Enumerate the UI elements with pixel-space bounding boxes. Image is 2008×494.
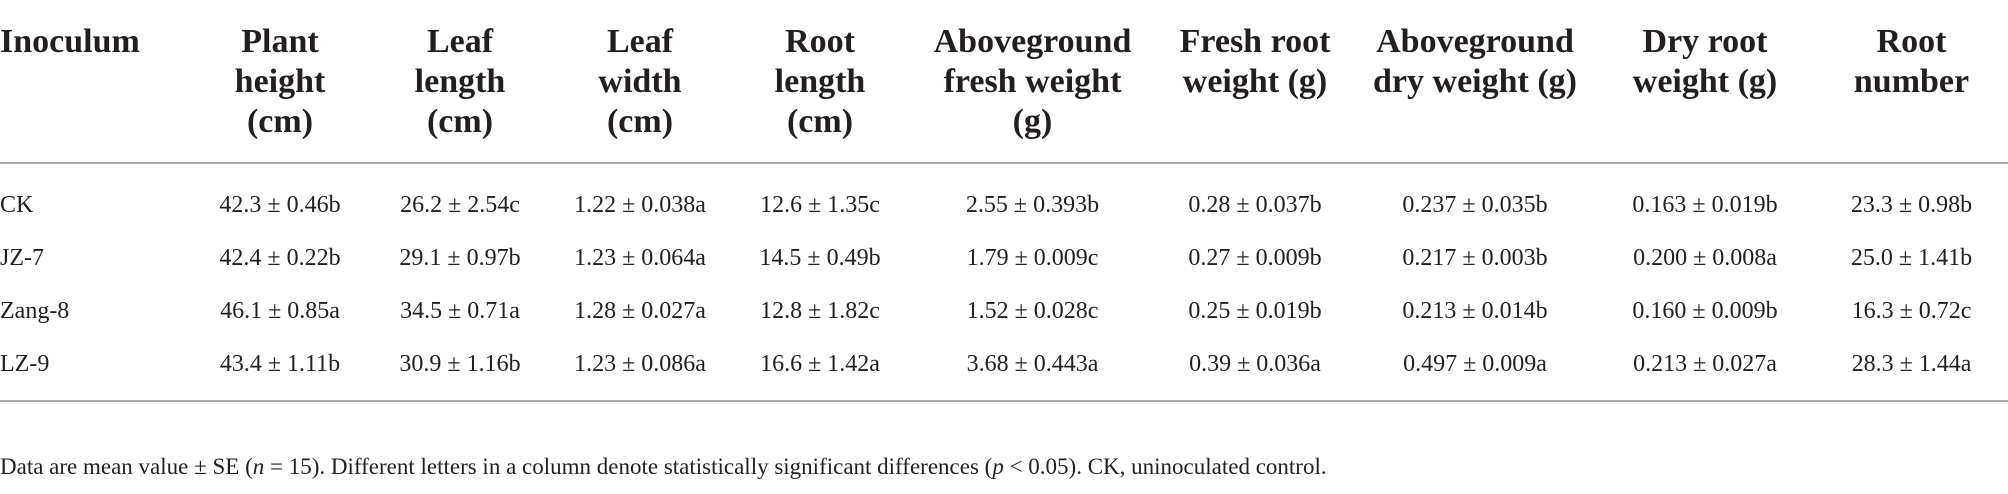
header-aboveground-dry-weight: Aboveground dry weight (g) [1373, 23, 1577, 100]
table-footnote: Data are mean value ± SE (n = 15). Diffe… [0, 452, 1327, 482]
cell-leaf-length: 34.5 ± 0.71a [400, 297, 520, 324]
cell-inoculum: Zang-8 [0, 297, 70, 324]
header-leaf-length: Leaf length (cm) [414, 23, 506, 140]
header-root-length: Root length (cm) [774, 23, 866, 140]
header-dry-root-weight: Dry root weight (g) [1632, 23, 1778, 100]
cell-aboveground-dry-weight: 0.497 ± 0.009a [1403, 350, 1547, 377]
cell-dry-root-weight: 0.163 ± 0.019b [1632, 191, 1778, 218]
header-fresh-root-weight: Fresh root weight (g) [1179, 23, 1331, 100]
cell-inoculum: CK [0, 191, 34, 218]
cell-aboveground-fresh-weight: 2.55 ± 0.393b [965, 191, 1100, 218]
results-table-container: Inoculum Plant height (cm) Leaf length (cm) … [0, 0, 2008, 401]
cell-root-length: 12.6 ± 1.35c [760, 191, 880, 218]
footnote-text-1: Data are mean value ± SE ( [0, 454, 253, 479]
cell-leaf-width: 1.23 ± 0.086a [574, 350, 706, 377]
header-aboveground-fresh-weight: Aboveground fresh weight (g) [933, 23, 1132, 140]
cell-aboveground-dry-weight: 0.217 ± 0.003b [1402, 244, 1548, 271]
cell-dry-root-weight: 0.160 ± 0.009b [1632, 297, 1778, 324]
cell-fresh-root-weight: 0.39 ± 0.036a [1189, 350, 1321, 377]
cell-leaf-width: 1.28 ± 0.027a [574, 297, 706, 324]
header-leaf-width: Leaf width (cm) [598, 23, 682, 140]
cell-aboveground-fresh-weight: 1.79 ± 0.009c [966, 244, 1099, 271]
header-root-number: Root number [1853, 23, 1970, 100]
cell-root-number: 16.3 ± 0.72c [1851, 297, 1972, 324]
cell-plant-height: 46.1 ± 0.85a [220, 297, 340, 324]
cell-root-length: 14.5 ± 0.49b [759, 244, 881, 271]
header-inoculum: Inoculum [0, 23, 140, 60]
cell-aboveground-fresh-weight: 3.68 ± 0.443a [966, 350, 1099, 377]
cell-root-length: 12.8 ± 1.82c [760, 297, 880, 324]
cell-root-number: 23.3 ± 0.98b [1850, 191, 1973, 218]
cell-leaf-length: 29.1 ± 0.97b [399, 244, 521, 271]
cell-aboveground-dry-weight: 0.237 ± 0.035b [1402, 191, 1548, 218]
footnote-p-symbol: p [992, 454, 1004, 479]
header-row: Inoculum Plant height (cm) Leaf length (cm) … [0, 0, 2008, 163]
table-row: JZ-7 42.4 ± 0.22b 29.1 ± 0.97b 1.23 ± 0.… [0, 231, 2008, 284]
table-row: Zang-8 46.1 ± 0.85a 34.5 ± 0.71a 1.28 ± … [0, 284, 2008, 337]
cell-inoculum: LZ-9 [0, 350, 50, 377]
cell-root-number: 28.3 ± 1.44a [1851, 350, 1972, 377]
footnote-text-2: = 15). Different letters in a column den… [264, 454, 993, 479]
cell-leaf-length: 30.9 ± 1.16b [399, 350, 521, 377]
cell-leaf-length: 26.2 ± 2.54c [400, 191, 520, 218]
cell-leaf-width: 1.22 ± 0.038a [574, 191, 706, 218]
cell-fresh-root-weight: 0.28 ± 0.037b [1188, 191, 1322, 218]
results-table: Inoculum Plant height (cm) Leaf length (cm) … [0, 0, 2008, 401]
cell-aboveground-fresh-weight: 1.52 ± 0.028c [966, 297, 1099, 324]
table-body: CK 42.3 ± 0.46b 26.2 ± 2.54c 1.22 ± 0.03… [0, 163, 2008, 401]
header-plant-height: Plant height (cm) [234, 23, 326, 140]
cell-fresh-root-weight: 0.25 ± 0.019b [1188, 297, 1322, 324]
table-row: LZ-9 43.4 ± 1.11b 30.9 ± 1.16b 1.23 ± 0.… [0, 337, 2008, 401]
cell-root-number: 25.0 ± 1.41b [1850, 244, 1973, 271]
cell-aboveground-dry-weight: 0.213 ± 0.014b [1402, 297, 1548, 324]
table-header: Inoculum Plant height (cm) Leaf length (cm) … [0, 0, 2008, 163]
table-row: CK 42.3 ± 0.46b 26.2 ± 2.54c 1.22 ± 0.03… [0, 163, 2008, 231]
footnote-n-symbol: n [252, 454, 265, 479]
cell-dry-root-weight: 0.213 ± 0.027a [1633, 350, 1777, 377]
cell-root-length: 16.6 ± 1.42a [760, 350, 880, 377]
footnote-text-3: < 0.05). CK, uninoculated control. [1003, 454, 1327, 479]
cell-plant-height: 42.3 ± 0.46b [219, 191, 341, 218]
cell-plant-height: 42.4 ± 0.22b [219, 244, 341, 271]
cell-fresh-root-weight: 0.27 ± 0.009b [1188, 244, 1322, 271]
cell-leaf-width: 1.23 ± 0.064a [574, 244, 706, 271]
cell-plant-height: 43.4 ± 1.11b [219, 350, 341, 377]
cell-dry-root-weight: 0.200 ± 0.008a [1633, 244, 1777, 271]
cell-inoculum: JZ-7 [0, 244, 44, 271]
